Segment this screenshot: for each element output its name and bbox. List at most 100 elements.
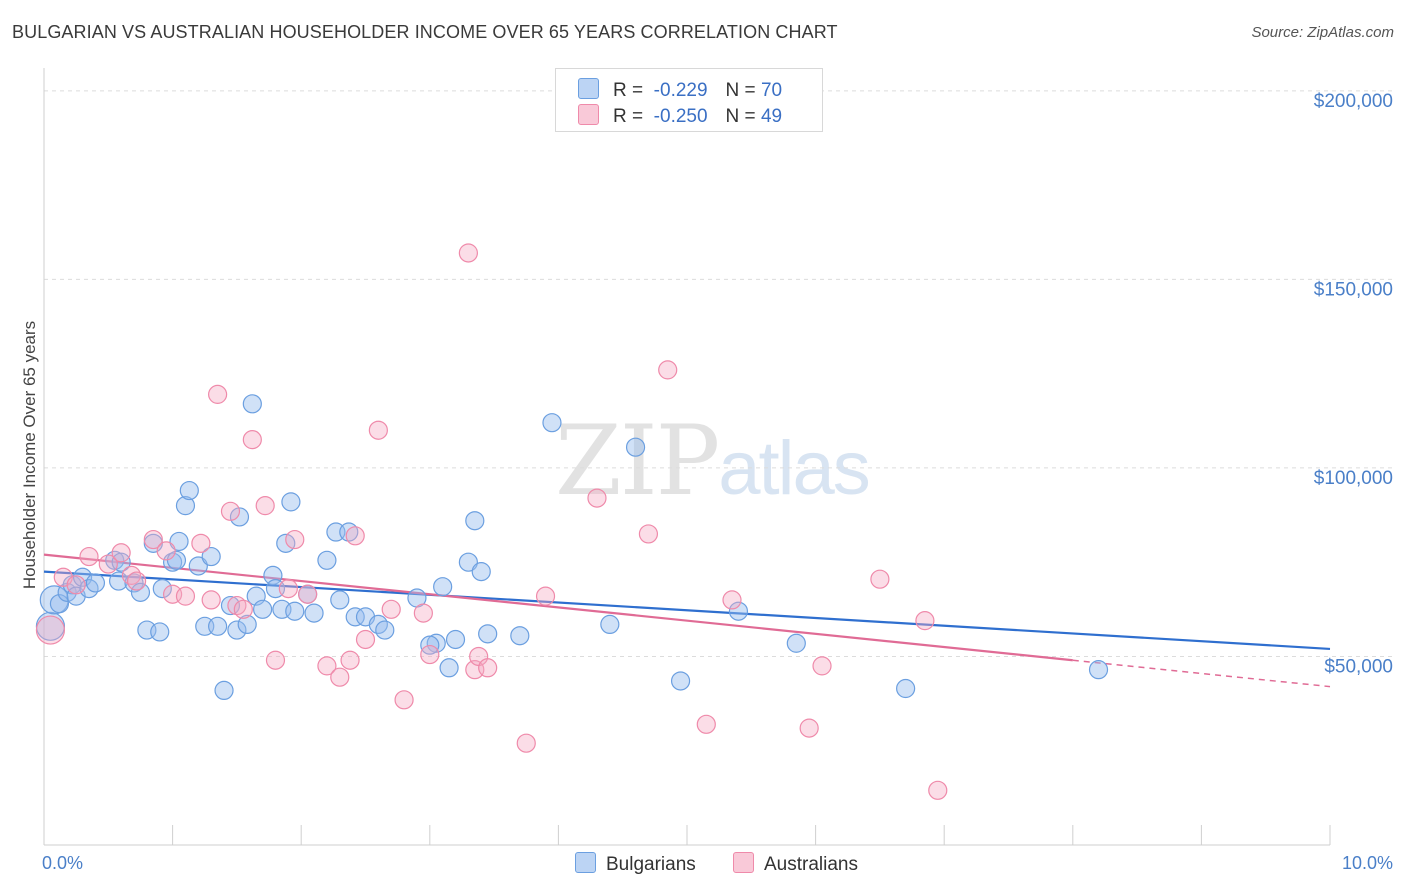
point-australians: [35, 615, 66, 645]
point-australians: [255, 496, 275, 516]
point-australians: [458, 243, 478, 263]
point-australians: [413, 603, 433, 623]
point-australians: [201, 590, 221, 610]
point-bulgarians: [445, 629, 466, 650]
point-australians: [420, 644, 440, 665]
point-australians: [175, 586, 196, 606]
point-australians: [156, 541, 176, 561]
point-bulgarians: [201, 546, 221, 567]
data-points: [35, 243, 1109, 800]
point-bulgarians: [49, 594, 70, 614]
chart-title: BULGARIAN VS AUSTRALIAN HOUSEHOLDER INCO…: [12, 22, 838, 42]
point-australians: [121, 565, 142, 585]
point-bulgarians: [304, 603, 324, 623]
point-bulgarians: [465, 511, 485, 531]
legend-r-value: -0.229: [653, 80, 708, 101]
point-bulgarians: [214, 680, 234, 701]
point-bulgarians: [227, 620, 247, 640]
legend-swatch-bulgarians: [578, 78, 599, 99]
point-australians: [265, 650, 286, 670]
point-australians: [696, 714, 716, 734]
point-australians: [799, 718, 819, 738]
point-australians: [658, 360, 678, 380]
point-australians: [870, 569, 890, 589]
point-bulgarians: [237, 614, 257, 635]
point-australians: [394, 690, 414, 710]
trend-line-bulgarians: [43, 570, 1331, 651]
point-bulgarians: [670, 671, 691, 691]
point-bulgarians: [253, 599, 273, 619]
point-australians: [355, 629, 376, 650]
point-bulgarians: [896, 678, 916, 699]
point-australians: [233, 599, 253, 619]
watermark-zip: ZIP: [555, 405, 720, 517]
point-bulgarians: [786, 633, 806, 653]
grid-lines: [44, 90, 1395, 657]
legend-r-label: R =: [613, 106, 644, 127]
y-axis-label: Householder Income Over 65 years: [20, 320, 39, 590]
point-bulgarians: [433, 577, 453, 597]
bottom-legend-bulgarians: Bulgarians: [575, 852, 696, 876]
watermark-atlas: atlas: [718, 426, 871, 511]
point-bulgarians: [471, 562, 491, 582]
point-australians: [66, 575, 86, 595]
point-australians: [638, 524, 659, 544]
point-australians: [208, 384, 228, 404]
legend-n-value: 70: [760, 80, 783, 101]
bottom-legend-australians: Australians: [733, 852, 858, 876]
point-bulgarians: [150, 622, 170, 642]
trend-lines: [43, 553, 1331, 688]
point-australians: [285, 529, 305, 550]
point-australians: [516, 733, 536, 753]
legend-r-value: -0.250: [653, 106, 708, 127]
point-bulgarians: [229, 507, 250, 527]
point-australians: [345, 526, 365, 546]
x-tick-label: 10.0%: [1342, 853, 1393, 873]
point-bulgarians: [542, 413, 562, 433]
point-australians: [111, 543, 131, 563]
point-australians: [126, 571, 147, 591]
point-australians: [535, 586, 556, 606]
point-australians: [478, 658, 498, 678]
point-australians: [242, 430, 262, 450]
point-australians: [381, 599, 401, 619]
point-australians: [317, 656, 337, 676]
legend-n-value: 49: [760, 106, 783, 127]
point-australians: [330, 667, 350, 687]
point-bulgarians: [242, 394, 262, 414]
y-tick-label: $150,000: [1314, 279, 1393, 300]
point-australians: [278, 578, 298, 599]
watermark: ZIPatlas: [555, 405, 871, 517]
point-bulgarians: [85, 573, 106, 593]
point-bulgarians: [152, 578, 172, 599]
point-australians: [368, 420, 388, 440]
y-tick-label: $100,000: [1314, 468, 1393, 489]
point-bulgarians: [625, 437, 646, 457]
point-bulgarians: [728, 601, 749, 621]
point-bulgarians: [1088, 660, 1109, 680]
legend-row-australians: R = -0.250 N = 49: [578, 104, 783, 127]
point-bulgarians: [179, 480, 199, 501]
point-bulgarians: [175, 496, 196, 516]
legend-n-label: N =: [725, 106, 756, 127]
point-bulgarians: [169, 531, 189, 552]
point-australians: [98, 554, 118, 574]
point-bulgarians: [375, 620, 395, 640]
bottom-legend-label: Bulgarians: [606, 854, 696, 875]
point-bulgarians: [600, 614, 620, 635]
point-bulgarians: [478, 624, 498, 644]
point-bulgarians: [510, 626, 530, 646]
bottom-swatch-australians: [733, 852, 754, 873]
point-australians: [79, 546, 99, 567]
point-australians: [340, 650, 360, 670]
x-tick-labels: 0.0% 10.0%: [42, 853, 1393, 873]
x-tick-label: 0.0%: [42, 853, 83, 873]
point-bulgarians: [130, 582, 151, 602]
point-australians: [812, 656, 832, 676]
legend-swatch-australians: [578, 104, 599, 125]
point-bulgarians: [458, 552, 478, 572]
point-australians: [722, 590, 742, 610]
point-bulgarians: [208, 616, 228, 636]
source-label: Source: ZipAtlas.com: [1251, 24, 1394, 41]
